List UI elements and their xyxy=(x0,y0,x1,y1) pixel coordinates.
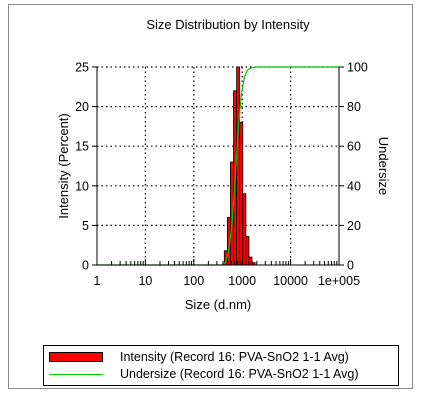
y2-tick-label: 40 xyxy=(347,179,361,193)
y2-tick-label: 100 xyxy=(347,61,368,75)
y2-tick-label: 0 xyxy=(347,259,354,273)
y2-tick-label: 80 xyxy=(347,100,361,114)
x-tick-label: 10000 xyxy=(273,274,308,288)
intensity-bar xyxy=(242,193,247,266)
y2-tick-label: 20 xyxy=(347,219,361,233)
y-tick-label: 5 xyxy=(82,219,89,233)
x-tick-label: 1e+005 xyxy=(318,274,360,288)
legend-swatch-undersize xyxy=(49,374,103,375)
undersize-line xyxy=(97,66,339,266)
x-tick-label: 100 xyxy=(183,274,204,288)
y-tick-label: 10 xyxy=(75,179,89,193)
legend-item-intensity: Intensity (Record 16: PVA-SnO2 1-1 Avg) xyxy=(44,349,398,367)
legend-label-intensity: Intensity (Record 16: PVA-SnO2 1-1 Avg) xyxy=(120,350,349,364)
y-tick-label: 20 xyxy=(75,100,89,114)
legend-item-undersize: Undersize (Record 16: PVA-SnO2 1-1 Avg) xyxy=(44,366,398,384)
intensity-bar xyxy=(239,122,244,266)
legend: Intensity (Record 16: PVA-SnO2 1-1 Avg) … xyxy=(43,345,399,386)
intensity-bar xyxy=(236,66,241,266)
y2-tick-label: 60 xyxy=(347,140,361,154)
y2-axis-label: Undersize xyxy=(376,137,391,196)
x-tick-label: 10 xyxy=(138,274,152,288)
y-tick-label: 0 xyxy=(82,259,89,273)
y-tick-label: 25 xyxy=(75,61,89,75)
y-axis-label: Intensity (Percent) xyxy=(56,113,71,219)
legend-swatch-intensity xyxy=(49,352,103,362)
chart-frame: Size Distribution by Intensity 1 10 100 1000… xyxy=(8,4,413,389)
intensity-bar xyxy=(248,256,253,266)
x-axis-label: Size (d.nm) xyxy=(185,297,251,312)
x-tick-label: 1 xyxy=(94,274,101,288)
x-tick-label: 1000 xyxy=(228,274,256,288)
legend-label-undersize: Undersize (Record 16: PVA-SnO2 1-1 Avg) xyxy=(120,367,359,381)
chart-title: Size Distribution by Intensity xyxy=(146,17,310,32)
intensity-bar xyxy=(245,236,250,266)
y-tick-label: 15 xyxy=(75,140,89,154)
